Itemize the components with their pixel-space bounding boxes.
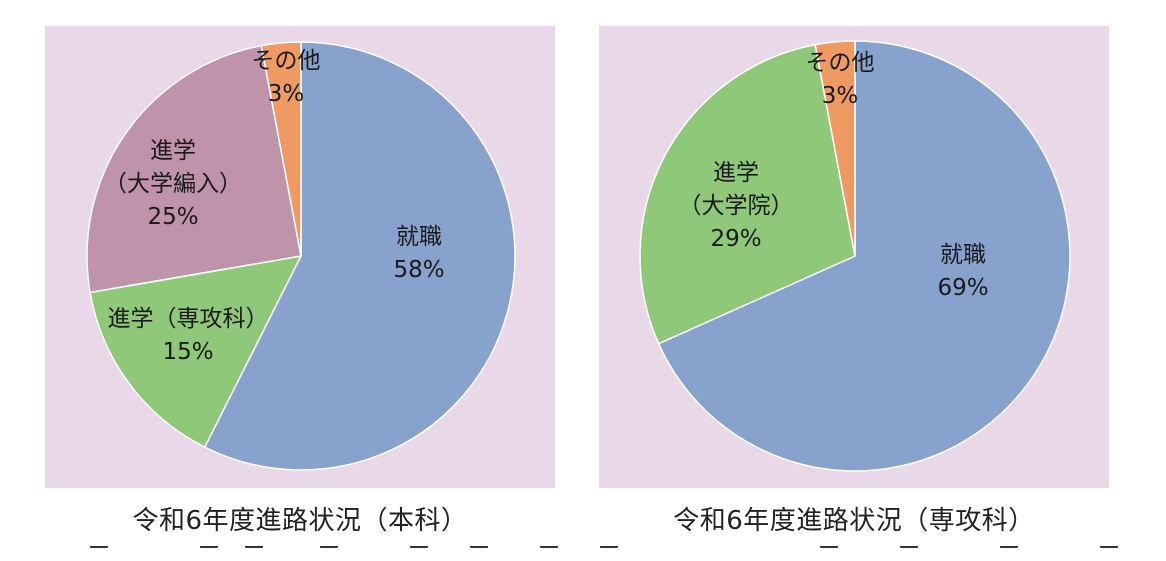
slice-label: その他 3%: [806, 50, 875, 109]
slice-label: 就職 58%: [393, 224, 444, 283]
chart-panel-senkouka: 就職 69% 進学（大学院） 29% その他 3%: [599, 26, 1109, 488]
pie-slice: [814, 40, 856, 257]
pie-chart-honka: 就職 58% 進学（専攻科） 15% 進学（大学編入） 25%その他 3%: [45, 26, 555, 488]
pie-slice: [639, 43, 856, 345]
pie-slice: [260, 41, 302, 257]
pie-slice: [86, 44, 302, 294]
pie-chart-senkouka: 就職 69% 進学（大学院） 29%その他 3%: [599, 26, 1109, 488]
cut-off-text-line: [0, 546, 1166, 561]
slice-label: 進学（大学編入） 25%: [104, 138, 242, 230]
chart-title-honka: 令和6年度進路状況（本科）: [132, 506, 468, 536]
slice-label: 進学（専攻科） 15%: [108, 306, 269, 365]
pie-slice: [203, 41, 516, 471]
pie-slice: [657, 40, 1071, 472]
pie-slice: [89, 255, 303, 449]
chart-panel-honka: 就職 58% 進学（専攻科） 15% 進学（大学編入） 25% その他 3%: [45, 26, 555, 488]
slice-label: その他 3%: [252, 48, 321, 107]
slice-label: 進学（大学院） 29%: [679, 160, 794, 252]
chart-title-senkouka: 令和6年度進路状況（専攻科）: [673, 506, 1035, 536]
slice-label: 就職 69%: [937, 242, 988, 301]
